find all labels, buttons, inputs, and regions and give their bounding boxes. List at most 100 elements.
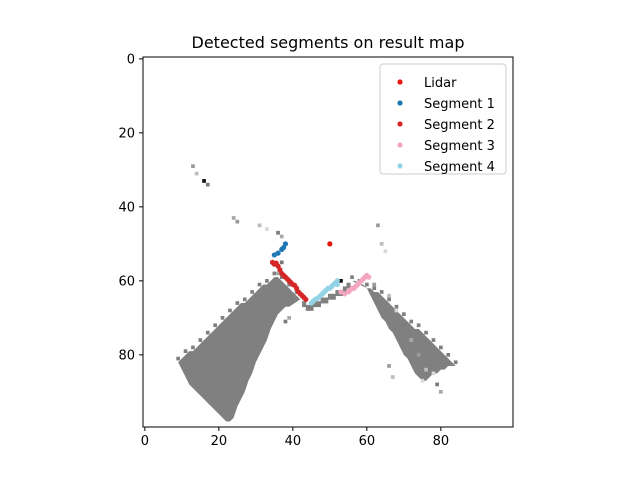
y-axis-ticks: 0 20 40 60 80	[118, 52, 143, 363]
map-cell	[394, 308, 399, 313]
legend-entry-segment-3: Segment 3	[397, 139, 495, 154]
y-tick-label: 60	[118, 274, 135, 289]
map-edge-cell	[409, 319, 414, 324]
map-cell	[231, 216, 236, 220]
legend-marker-segment-2	[397, 121, 403, 127]
legend: Lidar Segment 1 Segment 2 Segment 3 Segment …	[379, 63, 507, 175]
x-tick-label: 80	[433, 434, 450, 449]
map-cell	[265, 227, 269, 231]
map-edge-cell	[213, 323, 217, 328]
map-edge-cell	[205, 330, 210, 335]
map-cell	[331, 293, 336, 300]
map-cell	[390, 375, 395, 379]
x-axis-ticks: 0 20 40 60 80	[141, 427, 449, 449]
map-edge-cell	[431, 338, 436, 342]
legend-label-lidar: Lidar	[424, 76, 457, 91]
series-segment-1	[271, 241, 289, 258]
point-segment-3	[351, 285, 357, 291]
point-segment-1	[275, 250, 281, 256]
map-edge-cell	[250, 290, 254, 294]
map-cell	[305, 304, 310, 311]
map-cell	[420, 378, 425, 383]
legend-marker-lidar	[397, 79, 403, 85]
y-tick-label: 40	[118, 200, 135, 215]
map-cell	[302, 301, 307, 308]
legend-label-segment-3: Segment 3	[424, 139, 495, 154]
map-cell	[276, 230, 280, 235]
map-edge-cell	[424, 330, 428, 335]
map-edge-cell	[439, 345, 443, 350]
map-cell	[191, 164, 195, 168]
series-segment-4	[308, 278, 340, 306]
point-segment-2	[303, 296, 309, 302]
map-cell	[431, 371, 436, 376]
legend-entry-segment-4: Segment 4	[397, 160, 495, 175]
y-tick-label: 0	[127, 52, 135, 67]
data-points	[269, 241, 372, 306]
legend-entry-lidar: Lidar	[397, 76, 457, 91]
map-cell	[324, 297, 329, 304]
map-cell	[424, 367, 428, 372]
map-cell	[409, 338, 414, 342]
map-edge-cell	[350, 275, 354, 279]
map-right-strip	[352, 280, 456, 381]
map-edge-cell	[416, 323, 421, 328]
map-cell	[335, 290, 340, 297]
series-segment-2	[269, 259, 309, 302]
map-cell	[346, 282, 351, 289]
map-edge-cell	[402, 312, 406, 316]
map-edge-cell	[228, 308, 232, 313]
map-edge-cell	[372, 286, 377, 291]
point-segment-4	[334, 278, 340, 284]
occupancy-map	[176, 164, 458, 422]
map-cell	[235, 219, 240, 224]
x-tick-label: 20	[211, 434, 228, 449]
legend-entry-segment-1: Segment 1	[397, 97, 495, 112]
map-cell	[287, 316, 291, 320]
map-edge-cell	[365, 282, 369, 287]
legend-marker-segment-3	[397, 142, 403, 148]
map-cell	[387, 364, 391, 368]
map-edge-cell	[198, 338, 203, 342]
map-cell	[257, 223, 262, 228]
map-cell	[309, 304, 314, 311]
point-segment-4	[334, 281, 340, 288]
map-cell	[205, 182, 210, 187]
map-edge-cell	[235, 301, 240, 305]
legend-label-segment-1: Segment 1	[424, 97, 495, 112]
map-edge-cell	[453, 360, 458, 365]
map-cell	[279, 260, 284, 265]
map-edge-cell	[287, 282, 291, 287]
map-cell	[276, 271, 280, 276]
map-cell	[387, 293, 391, 298]
map-cell	[372, 282, 377, 287]
map-edge-cell	[220, 316, 225, 320]
x-tick-label: 60	[359, 434, 376, 449]
point-lidar	[327, 241, 333, 247]
map-cell	[283, 319, 288, 324]
map-cell	[313, 301, 318, 308]
map-cell	[416, 353, 421, 357]
map-edge-cell	[394, 304, 399, 309]
x-tick-label: 40	[285, 434, 302, 449]
axes-frame	[142, 56, 514, 428]
map-cell	[439, 390, 443, 394]
legend-marker-segment-4	[397, 163, 403, 169]
map-cell	[376, 223, 380, 228]
map-dark-cell	[339, 279, 343, 283]
map-edge-cell	[191, 345, 195, 350]
map-cell	[194, 171, 199, 176]
map-cell	[383, 249, 388, 254]
map-edge-cell	[387, 297, 391, 302]
legend-entry-segment-2: Segment 2	[397, 118, 495, 133]
map-cell	[379, 242, 384, 246]
map-dark-cell	[202, 179, 206, 183]
map-edge-cell	[242, 297, 247, 302]
series-segment-3	[338, 272, 372, 297]
point-segment-1	[282, 241, 289, 247]
map-cell	[435, 382, 439, 387]
legend-label-segment-2: Segment 2	[424, 118, 495, 133]
y-tick-label: 80	[118, 348, 135, 363]
point-segment-3	[366, 274, 372, 280]
